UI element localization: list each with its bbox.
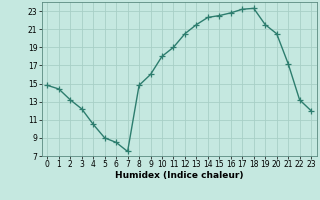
X-axis label: Humidex (Indice chaleur): Humidex (Indice chaleur) [115,171,244,180]
